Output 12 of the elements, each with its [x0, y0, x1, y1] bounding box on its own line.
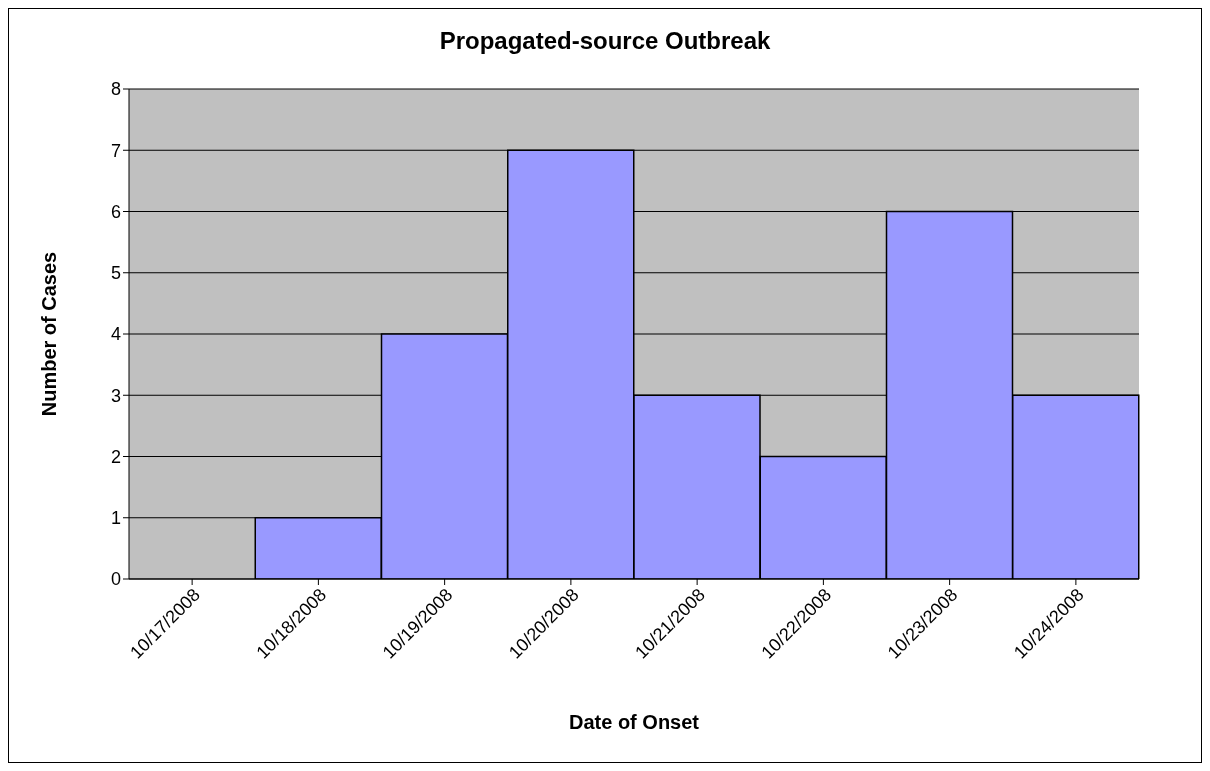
y-tick-label: 5: [110, 263, 121, 284]
y-tick-label: 6: [110, 201, 121, 222]
x-axis-title: Date of Onset: [568, 711, 700, 733]
y-axis-title: Number of Cases: [38, 251, 61, 417]
y-tick-label: 7: [110, 140, 121, 161]
y-tick-label: 0: [110, 569, 121, 590]
y-tick-label: 4: [110, 324, 121, 345]
y-tick-label: 1: [110, 508, 121, 529]
y-tick-label: 2: [110, 446, 121, 467]
chart-title: Propagated-source Outbreak: [438, 27, 772, 55]
y-tick-label: 8: [110, 79, 121, 100]
y-tick-label: 3: [110, 385, 121, 406]
